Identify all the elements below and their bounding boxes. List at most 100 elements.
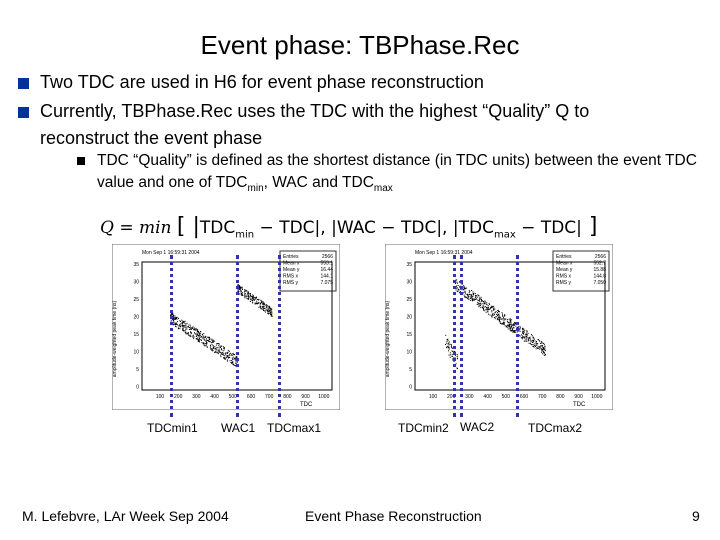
left-point [252, 297, 254, 299]
right-point [537, 347, 539, 349]
left-point [241, 293, 243, 295]
left-point [240, 291, 242, 293]
left-point [205, 335, 207, 337]
left-point [182, 327, 184, 329]
right-point [528, 340, 530, 342]
left-point [214, 348, 216, 350]
right-point [498, 320, 500, 322]
left-point [212, 347, 214, 349]
right-point [543, 354, 545, 356]
left-point [263, 307, 265, 309]
right-point [483, 301, 485, 303]
right-point [475, 296, 476, 298]
left-point [264, 303, 265, 305]
left-point [190, 332, 192, 334]
left-point [191, 327, 193, 329]
left-point [200, 339, 202, 340]
right-point [542, 349, 543, 351]
right-point [447, 339, 449, 341]
right-point [488, 302, 490, 304]
right-point [488, 313, 490, 315]
left-point [268, 309, 270, 311]
right-point [456, 279, 458, 281]
left-point [248, 298, 250, 300]
right-point [487, 308, 489, 310]
left-point [253, 299, 255, 301]
left-point [249, 301, 251, 302]
right-point [447, 345, 449, 347]
bullet-1-text: Two TDC are used in H6 for event phase r… [40, 72, 484, 92]
right-point [479, 298, 481, 300]
right-point [533, 345, 535, 347]
left-point [199, 335, 201, 337]
right-point [483, 309, 485, 310]
left-point [199, 341, 201, 343]
left-point [173, 316, 175, 318]
right-point [502, 315, 504, 317]
right-point [452, 347, 453, 349]
left-point [215, 351, 217, 353]
left-point [269, 308, 271, 310]
left-ytick-label: 20 [133, 315, 139, 321]
right-point [499, 317, 500, 319]
left-point [248, 292, 250, 294]
left-point [179, 326, 181, 328]
right-point [491, 315, 493, 317]
right-point [541, 350, 543, 352]
right-point [451, 353, 453, 355]
sub-bullet-square-icon [77, 157, 85, 165]
right-point [463, 289, 464, 291]
right-point [463, 294, 465, 296]
left-point [175, 317, 177, 319]
left-point [181, 322, 183, 324]
right-point [445, 342, 447, 344]
right-point [510, 330, 512, 332]
right-point [529, 339, 531, 341]
left-point [209, 348, 211, 350]
right-point [507, 326, 509, 328]
left-point [190, 326, 192, 328]
right-point [536, 344, 538, 346]
right-point [478, 303, 480, 305]
left-point [223, 357, 225, 359]
right-point [506, 325, 508, 327]
right-point [536, 346, 538, 348]
left-point [176, 323, 178, 325]
left-point [229, 354, 231, 356]
left-point [247, 292, 249, 294]
left-point [208, 341, 210, 342]
right-point [499, 321, 501, 323]
left-point [249, 298, 251, 300]
left-point [256, 298, 258, 300]
right-point [537, 339, 539, 341]
right-point [504, 319, 506, 321]
right-point [520, 337, 522, 339]
right-point [490, 307, 491, 309]
left-point [269, 307, 271, 309]
left-point [267, 309, 268, 311]
right-point [522, 330, 524, 332]
left-point [175, 325, 177, 327]
left-point [227, 352, 228, 354]
left-point [209, 344, 211, 346]
left-point [233, 364, 235, 366]
right-point [539, 347, 541, 349]
left-point [224, 358, 226, 360]
left-point [267, 311, 269, 313]
right-point [466, 294, 468, 296]
left-point [220, 352, 222, 354]
left-point [182, 320, 184, 322]
right-point [543, 352, 545, 354]
right-point [463, 285, 465, 287]
right-point [506, 320, 508, 322]
left-point [192, 326, 194, 328]
left-point [263, 303, 264, 305]
left-point [224, 352, 226, 354]
right-point [481, 300, 483, 302]
right-point [456, 356, 458, 357]
left-point [222, 350, 224, 352]
right-point [521, 338, 523, 340]
left-stat-label: RMS x [283, 274, 299, 280]
right-point [541, 349, 543, 351]
left-point [192, 336, 194, 338]
